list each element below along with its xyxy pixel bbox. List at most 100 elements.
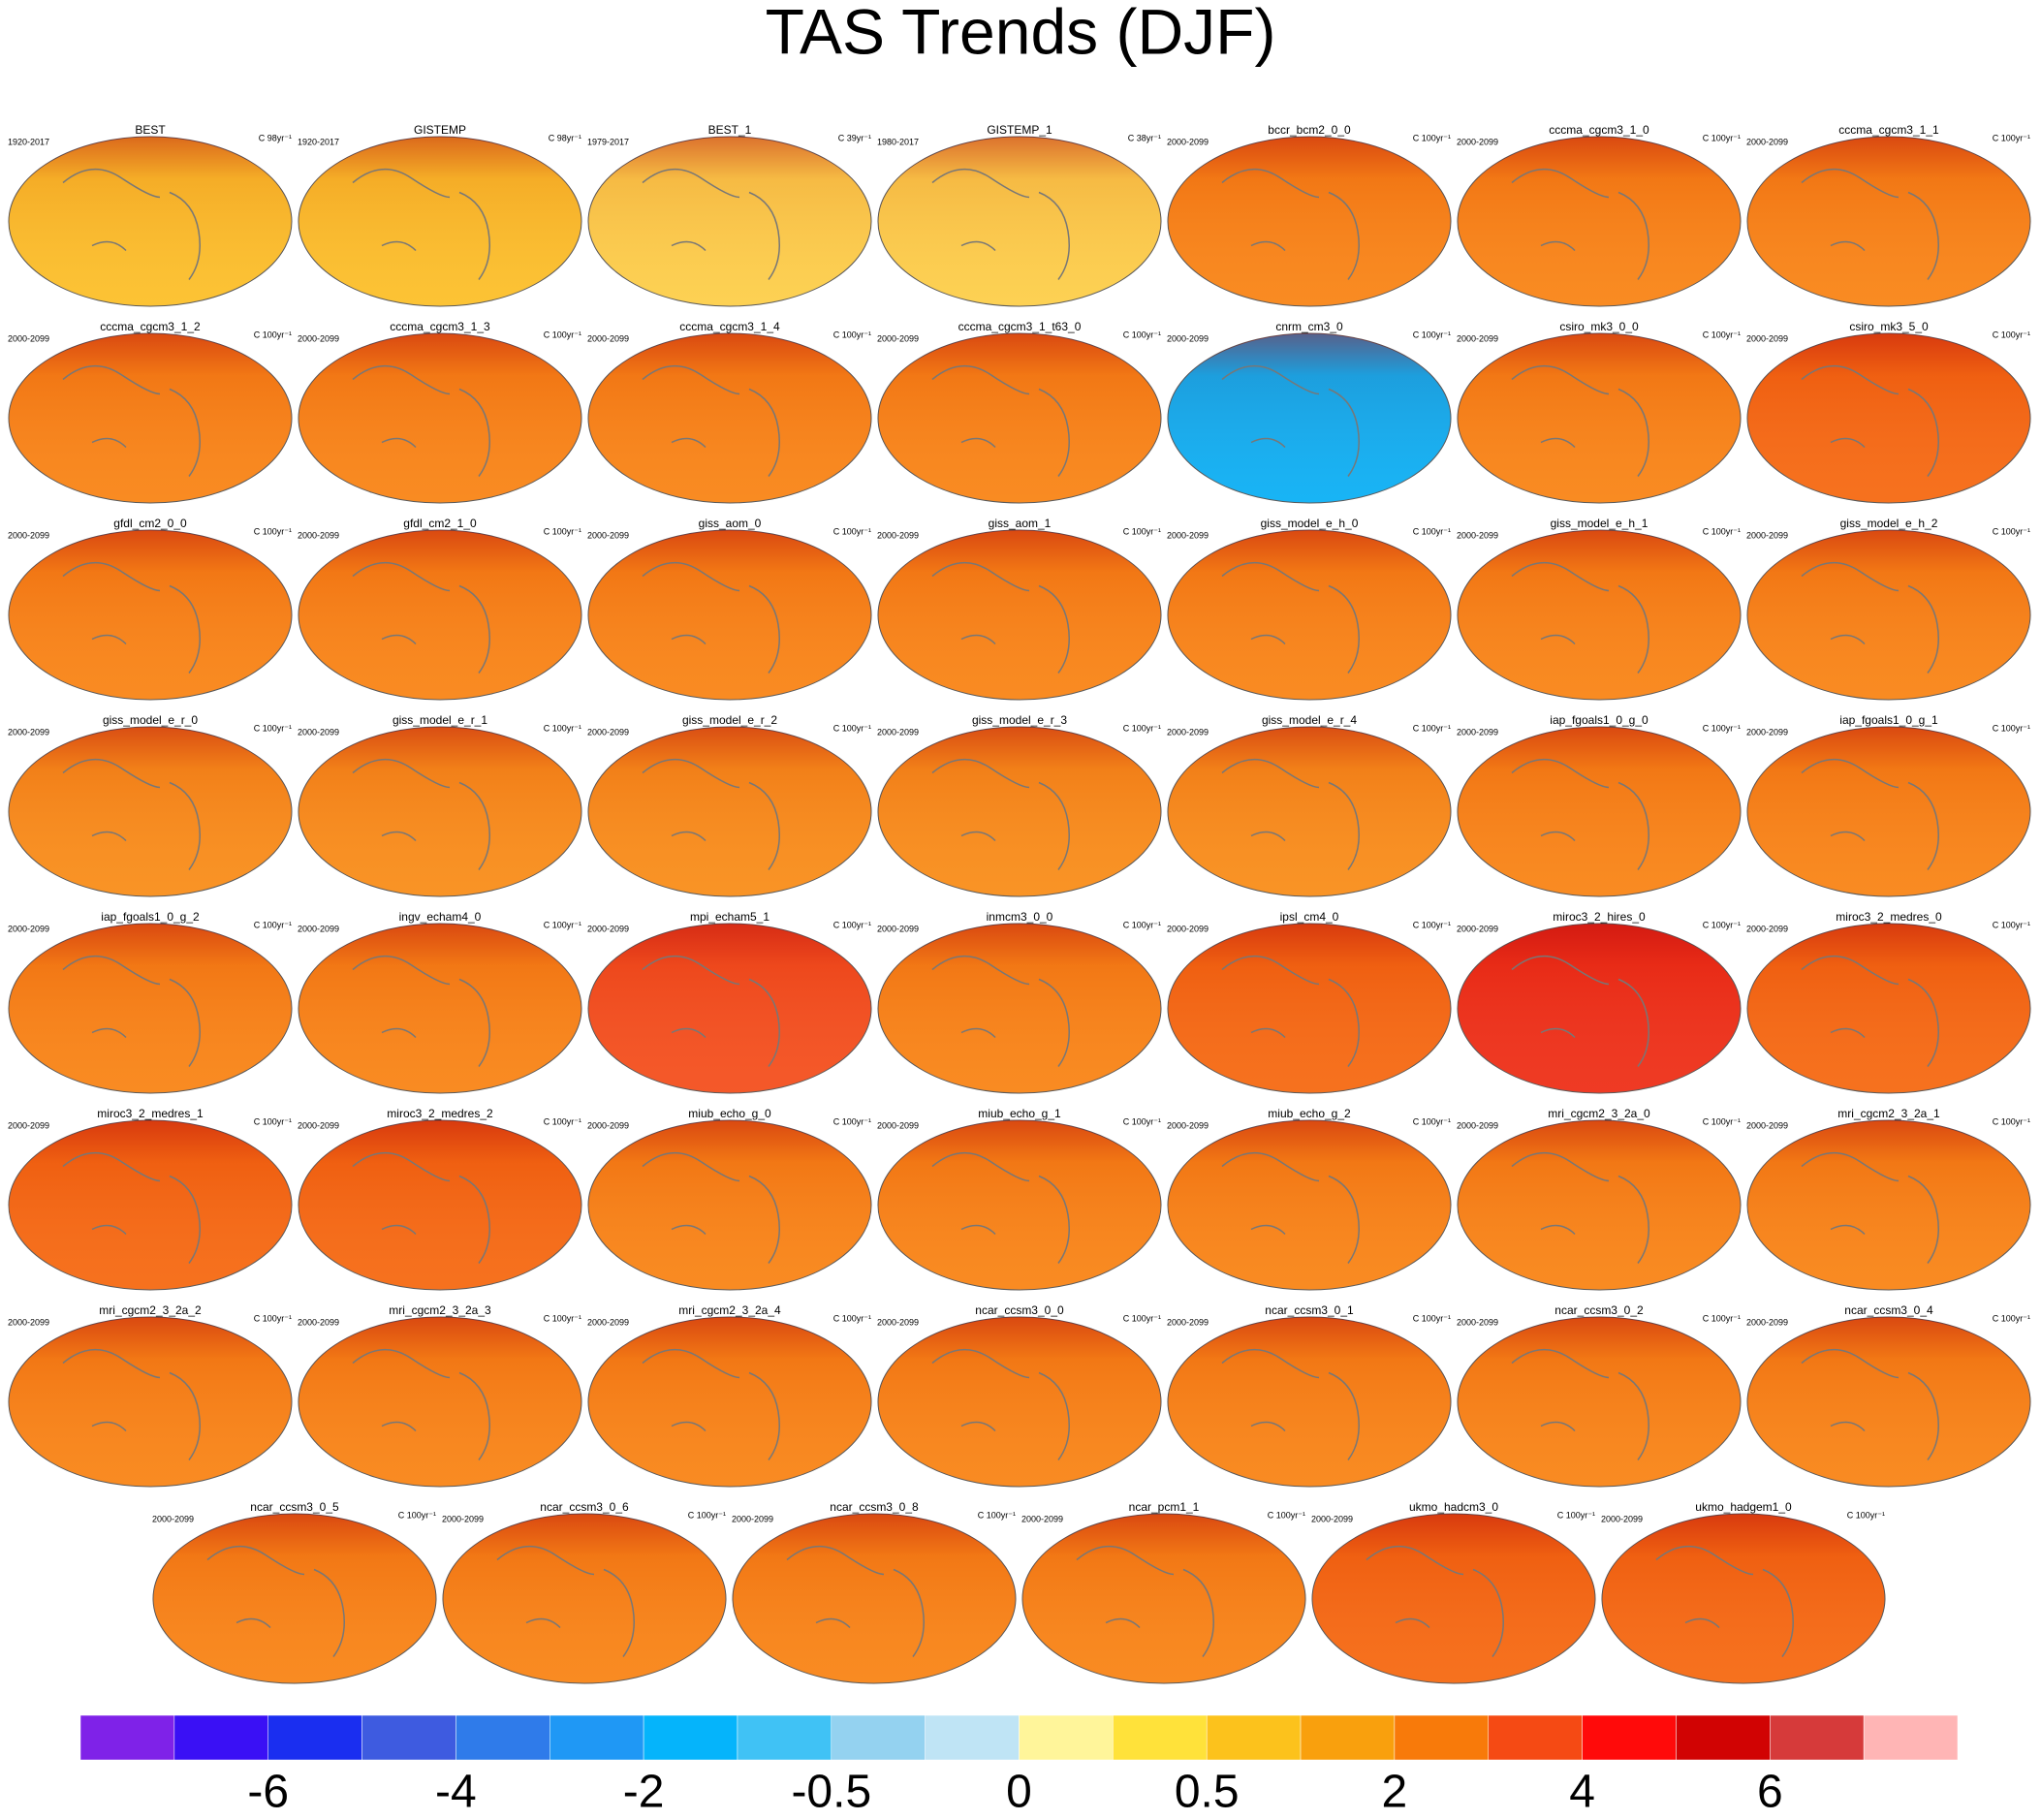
panel-units: C 100yr⁻¹ [1993,133,2030,142]
panel-period: 2000-2099 [152,1514,194,1523]
map-shading [588,137,871,306]
continent-outline [642,168,780,280]
figure-title: TAS Trends (DJF) [766,0,1276,67]
map-shading [733,1514,1016,1683]
panel-name: miub_echo_g_1 [978,1107,1061,1120]
colorbar-box [455,1714,550,1761]
map-shading [1168,530,1451,700]
panel-name: cccma_cgcm3_1_0 [1549,123,1649,137]
panel-name: inmcm3_0_0 [987,910,1053,924]
panel-name: iap_fgoals1_0_g_2 [101,910,200,924]
panel-period: 2000-2099 [1746,530,1788,540]
panel-units: C 100yr⁻¹ [1413,1313,1451,1323]
panel-units: C 100yr⁻¹ [544,920,581,929]
panel-units: C 100yr⁻¹ [1703,723,1741,733]
panel-period: 2000-2099 [298,727,339,737]
map-shading [1458,924,1741,1093]
colorbar-box [831,1714,926,1761]
map-shading [588,333,871,503]
continent-outline [1655,1545,1794,1657]
continent-outline [642,1151,780,1264]
colorbar-box [361,1714,456,1761]
map-shading [1458,530,1741,700]
panel-name: ncar_ccsm3_0_6 [540,1500,629,1514]
panel-name: giss_model_e_r_4 [1262,713,1357,727]
panel-name: miub_echo_g_2 [1268,1107,1351,1120]
map-shading [1458,137,1741,306]
panel-name: BEST [135,123,166,137]
continent-outline [62,561,201,674]
continent-outline [642,364,780,477]
panel-period: 2000-2099 [877,1317,919,1327]
continent-outline [642,758,780,870]
panel-units: C 100yr⁻¹ [688,1510,726,1520]
continent-outline [1511,955,1649,1067]
map-shading [878,530,1161,700]
colorbar-box [1770,1714,1865,1761]
panel-period: 2000-2099 [8,530,49,540]
continent-outline [1076,1545,1214,1657]
panel-name: ncar_ccsm3_0_0 [975,1303,1064,1317]
map-shading [1022,1514,1305,1683]
panel-period: 2000-2099 [298,1120,339,1130]
panel-period: 2000-2099 [8,727,49,737]
map-shading [878,727,1161,896]
panel-period: 1980-2017 [877,137,919,146]
panel-name: ncar_pcm1_1 [1129,1500,1200,1514]
panel-units: C 100yr⁻¹ [1703,920,1741,929]
map-shading [298,137,581,306]
panel-units: C 100yr⁻¹ [544,723,581,733]
map-shading [1168,727,1451,896]
continent-outline [206,1545,345,1657]
panel-period: 1920-2017 [298,137,339,146]
panel-period: 2000-2099 [877,924,919,933]
panel-period: 2000-2099 [1457,1120,1498,1130]
map-shading [9,727,292,896]
panel-units: C 98yr⁻¹ [259,133,292,142]
panel-period: 2000-2099 [1167,1120,1209,1130]
colorbar-box [643,1714,738,1761]
map-shading [588,1120,871,1290]
panel-name: miroc3_2_hires_0 [1553,910,1646,924]
continent-outline [1221,1151,1360,1264]
panel-name: csiro_mk3_5_0 [1849,320,1929,333]
map-shading [9,333,292,503]
panel-period: 2000-2099 [587,727,629,737]
continent-outline [1221,955,1360,1067]
panel-name: ncar_ccsm3_0_2 [1554,1303,1644,1317]
colorbar-box [1300,1714,1396,1761]
panel-name: mri_cgcm2_3_2a_3 [389,1303,491,1317]
panel-name: miroc3_2_medres_2 [387,1107,493,1120]
continent-outline [931,168,1070,280]
map-shading [1458,333,1741,503]
panel-units: C 100yr⁻¹ [1123,1313,1161,1323]
map-shading [9,137,292,306]
panel-period: 2000-2099 [1457,727,1498,737]
map-shading [9,924,292,1093]
panel-units: C 100yr⁻¹ [833,1313,871,1323]
panel-name: mri_cgcm2_3_2a_4 [678,1303,781,1317]
panel-period: 2000-2099 [1457,137,1498,146]
panel-name: cccma_cgcm3_1_4 [679,320,780,333]
colorbar-box [79,1714,175,1761]
panel-name: cnrm_cm3_0 [1275,320,1343,333]
panel-units: C 100yr⁻¹ [1413,723,1451,733]
panel-units: C 100yr⁻¹ [1703,1116,1741,1126]
panel-period: 2000-2099 [877,1120,919,1130]
panel-name: ncar_ccsm3_0_4 [1844,1303,1933,1317]
continent-outline [931,955,1070,1067]
continent-outline [1221,1348,1360,1460]
panel-units: C 39yr⁻¹ [838,133,871,142]
continent-outline [62,758,201,870]
map-shading [1747,924,2030,1093]
continent-outline [352,758,490,870]
panel-period: 2000-2099 [1457,1317,1498,1327]
panel-name: giss_model_e_r_3 [972,713,1067,727]
map-shading [1168,333,1451,503]
continent-outline [931,1348,1070,1460]
panel-period: 2000-2099 [1167,137,1209,146]
continent-outline [1221,364,1360,477]
panel-units: C 100yr⁻¹ [833,526,871,536]
map-shading [443,1514,726,1683]
continent-outline [642,1348,780,1460]
